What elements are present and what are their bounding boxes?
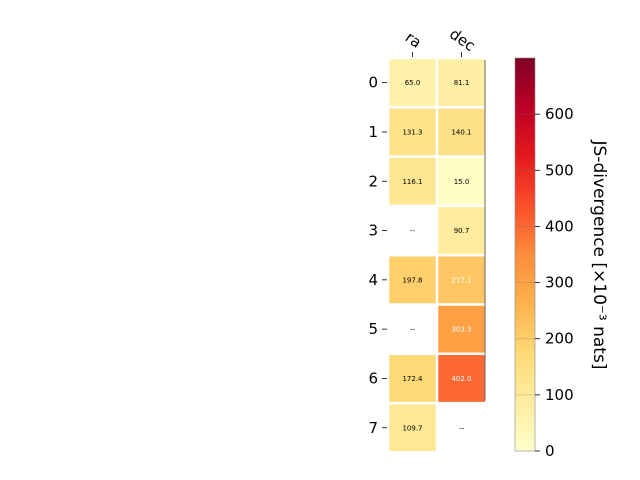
heatmap-cell bbox=[389, 355, 436, 402]
cell-value-label: 116.1 bbox=[402, 178, 422, 186]
cell-value-label: 140.1 bbox=[451, 128, 471, 136]
row-label: 3 bbox=[368, 222, 378, 240]
heatmap-cell bbox=[389, 157, 436, 205]
colorbar-tick-label: 500 bbox=[545, 161, 574, 179]
colorbar-tick-label: 400 bbox=[545, 217, 574, 235]
heatmap-cell bbox=[389, 404, 436, 452]
colorbar-tick-label: 100 bbox=[545, 386, 574, 404]
colorbar-tick-label: 300 bbox=[545, 274, 574, 292]
heatmap-cell bbox=[438, 256, 485, 304]
row-label: 0 bbox=[368, 74, 378, 92]
heatmap-cell bbox=[438, 355, 485, 402]
cell-value-label: 15.0 bbox=[454, 178, 470, 186]
colorbar-tick-label: 600 bbox=[545, 105, 574, 123]
cell-value-label: 81.1 bbox=[454, 79, 470, 87]
cell-value-label: 172.4 bbox=[402, 375, 423, 383]
cell-value-label: 217.1 bbox=[451, 276, 471, 284]
cell-value-label: 90.7 bbox=[454, 227, 470, 235]
colorbar-tick-label: 0 bbox=[545, 442, 555, 460]
heatmap-cell bbox=[438, 207, 485, 254]
heatmap-cell bbox=[438, 157, 485, 205]
heatmap-cell bbox=[389, 59, 436, 107]
cell-value-label: -- bbox=[459, 424, 465, 432]
cell-value-label: 131.3 bbox=[402, 128, 422, 136]
heatmap-cell bbox=[438, 305, 485, 353]
heatmap-cell bbox=[438, 108, 485, 156]
colorbar: 0 100 200 300 400 500 600 JS-divergence [×10⁻³ … bbox=[514, 57, 609, 460]
row-label: 7 bbox=[368, 419, 378, 437]
cell-value-label: 402.0 bbox=[451, 375, 471, 383]
cell-value-label: 303.3 bbox=[451, 326, 471, 334]
cell-value-label: -- bbox=[410, 227, 416, 235]
row-label: 5 bbox=[368, 320, 378, 338]
row-label: 4 bbox=[368, 271, 378, 289]
cell-value-label: 65.0 bbox=[405, 79, 421, 87]
column-label: ra bbox=[402, 28, 425, 52]
cell-value-label: -- bbox=[410, 326, 416, 334]
cell-value-label: 109.7 bbox=[402, 424, 422, 432]
cell-value-label: 197.8 bbox=[402, 276, 422, 284]
column-label: dec bbox=[446, 25, 478, 55]
heatmap-cell bbox=[438, 59, 485, 107]
colorbar-label: JS-divergence [×10⁻³ nats] bbox=[589, 140, 609, 370]
row-label: 1 bbox=[368, 123, 378, 141]
heatmap-cell bbox=[389, 256, 436, 304]
colorbar-gradient bbox=[514, 57, 536, 452]
row-label: 2 bbox=[368, 172, 378, 190]
row-label: 6 bbox=[368, 369, 378, 387]
heatmap-cell bbox=[389, 108, 436, 156]
colorbar-tick-label: 200 bbox=[545, 330, 574, 348]
heatmap-cells: 65.0 81.1 131.3 140.1 116.1 15.0 -- 90.7 197.8 21… bbox=[389, 59, 485, 452]
